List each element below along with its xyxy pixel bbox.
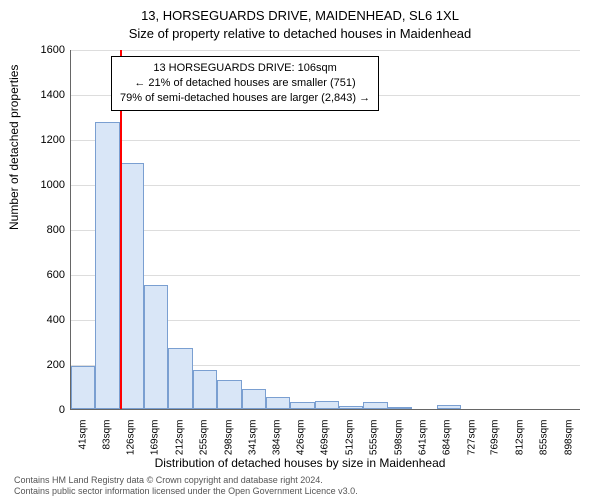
gridline-h bbox=[71, 230, 580, 231]
footer-attribution: Contains HM Land Registry data © Crown c… bbox=[14, 475, 358, 498]
x-tick-label: 512sqm bbox=[344, 420, 355, 456]
infobox-line-2: ← 21% of detached houses are smaller (75… bbox=[120, 76, 370, 91]
histogram-bar bbox=[437, 405, 461, 410]
x-tick-label: 812sqm bbox=[514, 420, 525, 456]
footer-line-1: Contains HM Land Registry data © Crown c… bbox=[14, 475, 358, 486]
infobox-line-3: 79% of semi-detached houses are larger (… bbox=[120, 91, 370, 106]
y-tick-label: 1200 bbox=[41, 134, 65, 146]
histogram-bar bbox=[242, 389, 266, 409]
chart-plot-area: 0200400600800100012001400160041sqm83sqm1… bbox=[70, 50, 580, 410]
x-tick-label: 255sqm bbox=[199, 420, 210, 456]
histogram-bar bbox=[95, 122, 119, 409]
histogram-bar bbox=[363, 402, 387, 409]
gridline-h bbox=[71, 140, 580, 141]
histogram-bar bbox=[144, 285, 168, 409]
histogram-bar bbox=[217, 380, 241, 409]
x-tick-label: 83sqm bbox=[101, 420, 112, 450]
x-tick-label: 169sqm bbox=[150, 420, 161, 456]
x-tick-label: 469sqm bbox=[320, 420, 331, 456]
x-tick-label: 41sqm bbox=[77, 420, 88, 450]
x-tick-label: 769sqm bbox=[490, 420, 501, 456]
y-tick-label: 600 bbox=[47, 269, 65, 281]
x-tick-label: 727sqm bbox=[466, 420, 477, 456]
chart-container: 13, HORSEGUARDS DRIVE, MAIDENHEAD, SL6 1… bbox=[0, 0, 600, 500]
x-axis-label: Distribution of detached houses by size … bbox=[0, 456, 600, 470]
histogram-bar bbox=[120, 163, 144, 409]
gridline-h bbox=[71, 50, 580, 51]
infobox-line-1: 13 HORSEGUARDS DRIVE: 106sqm bbox=[120, 61, 370, 76]
histogram-bar bbox=[168, 348, 192, 409]
property-infobox: 13 HORSEGUARDS DRIVE: 106sqm← 21% of det… bbox=[111, 56, 379, 111]
histogram-bar bbox=[71, 366, 95, 409]
histogram-bar bbox=[315, 401, 339, 409]
histogram-bar bbox=[193, 370, 217, 409]
x-tick-label: 898sqm bbox=[563, 420, 574, 456]
x-tick-label: 598sqm bbox=[393, 420, 404, 456]
histogram-bar bbox=[339, 406, 363, 409]
y-axis-label: Number of detached properties bbox=[7, 65, 21, 230]
x-tick-label: 426sqm bbox=[296, 420, 307, 456]
x-tick-label: 855sqm bbox=[539, 420, 550, 456]
x-tick-label: 555sqm bbox=[369, 420, 380, 456]
x-tick-label: 641sqm bbox=[417, 420, 428, 456]
chart-title-address: 13, HORSEGUARDS DRIVE, MAIDENHEAD, SL6 1… bbox=[0, 8, 600, 23]
histogram-bar bbox=[388, 407, 412, 409]
x-tick-label: 212sqm bbox=[174, 420, 185, 456]
y-tick-label: 1000 bbox=[41, 179, 65, 191]
histogram-bar bbox=[290, 402, 314, 409]
y-tick-label: 800 bbox=[47, 224, 65, 236]
y-tick-label: 400 bbox=[47, 314, 65, 326]
gridline-h bbox=[71, 185, 580, 186]
x-tick-label: 126sqm bbox=[126, 420, 137, 456]
y-tick-label: 1400 bbox=[41, 89, 65, 101]
y-tick-label: 0 bbox=[59, 404, 65, 416]
x-tick-label: 684sqm bbox=[442, 420, 453, 456]
y-tick-label: 1600 bbox=[41, 44, 65, 56]
chart-subtitle: Size of property relative to detached ho… bbox=[0, 26, 600, 41]
gridline-h bbox=[71, 275, 580, 276]
x-tick-label: 298sqm bbox=[223, 420, 234, 456]
x-tick-label: 341sqm bbox=[247, 420, 258, 456]
histogram-bar bbox=[266, 397, 290, 409]
footer-line-2: Contains public sector information licen… bbox=[14, 486, 358, 497]
x-tick-label: 384sqm bbox=[272, 420, 283, 456]
y-tick-label: 200 bbox=[47, 359, 65, 371]
